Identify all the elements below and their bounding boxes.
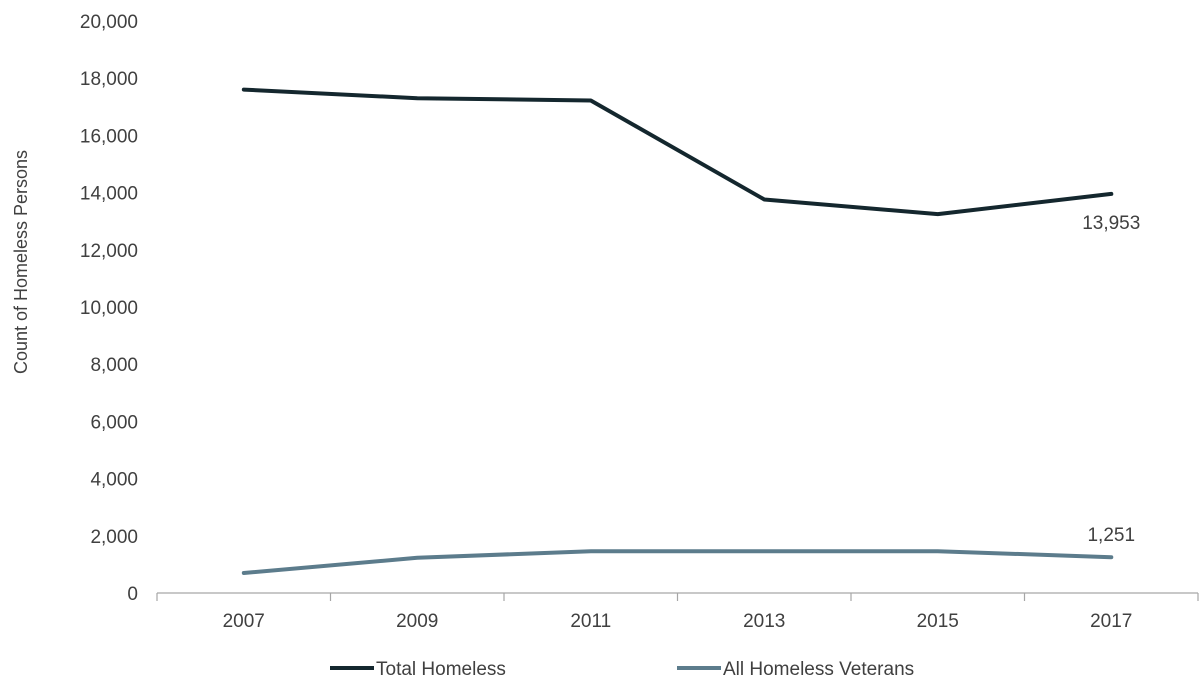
legend-label: All Homeless Veterans (723, 659, 914, 680)
y-tick-label: 2,000 (90, 527, 138, 548)
y-tick-label: 6,000 (90, 412, 138, 433)
data-label: 1,251 (1087, 525, 1135, 546)
data-label: 13,953 (1082, 213, 1140, 234)
data-labels: 13,953 1,251 (1082, 213, 1140, 546)
series-line-total-homeless (241, 87, 1114, 217)
y-axis-tick-labels: 0 2,000 4,000 6,000 8,000 10,000 12,000 14,000 1… (80, 12, 138, 605)
x-tick-label: 2009 (396, 611, 438, 632)
x-tick-label: 2017 (1090, 611, 1132, 632)
y-tick-label: 20,000 (80, 12, 138, 33)
y-tick-label: 10,000 (80, 298, 138, 319)
series-lines (241, 87, 1114, 575)
y-tick-label: 0 (127, 584, 138, 605)
legend: Total Homeless All Homeless Veterans (330, 659, 914, 680)
y-tick-label: 8,000 (90, 355, 138, 376)
y-tick-label: 16,000 (80, 126, 138, 147)
y-axis-title: Count of Homeless Persons (11, 150, 31, 374)
y-tick-label: 12,000 (80, 241, 138, 262)
x-axis: 2007 2009 2011 2013 2015 2017 (156, 592, 1199, 632)
x-tick-label: 2011 (570, 611, 611, 632)
x-tick-label: 2007 (223, 611, 265, 632)
y-tick-label: 18,000 (80, 69, 138, 90)
series-line-homeless-veterans (241, 549, 1114, 575)
x-tick-label: 2013 (743, 611, 785, 632)
y-tick-label: 4,000 (90, 470, 138, 491)
y-tick-label: 14,000 (80, 184, 138, 205)
legend-label: Total Homeless (376, 659, 506, 680)
x-tick-label: 2015 (917, 611, 959, 632)
